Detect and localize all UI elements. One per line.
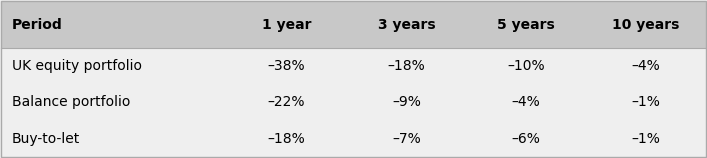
- Text: –6%: –6%: [512, 131, 540, 146]
- Text: –22%: –22%: [268, 95, 305, 109]
- Text: –4%: –4%: [631, 59, 660, 73]
- Text: –9%: –9%: [392, 95, 421, 109]
- Text: 1 year: 1 year: [262, 18, 311, 32]
- Text: –4%: –4%: [512, 95, 540, 109]
- Text: Balance portfolio: Balance portfolio: [12, 95, 130, 109]
- Text: Buy-to-let: Buy-to-let: [12, 131, 80, 146]
- Text: UK equity portfolio: UK equity portfolio: [12, 59, 142, 73]
- Text: 3 years: 3 years: [378, 18, 435, 32]
- Text: 10 years: 10 years: [612, 18, 679, 32]
- Text: –18%: –18%: [387, 59, 425, 73]
- Text: 5 years: 5 years: [497, 18, 555, 32]
- Text: –38%: –38%: [268, 59, 305, 73]
- Bar: [1, 48, 706, 157]
- Text: –1%: –1%: [631, 131, 660, 146]
- Text: –18%: –18%: [268, 131, 305, 146]
- Text: –10%: –10%: [507, 59, 545, 73]
- Text: –7%: –7%: [392, 131, 421, 146]
- Bar: [1, 1, 706, 48]
- Text: Period: Period: [12, 18, 63, 32]
- Text: –1%: –1%: [631, 95, 660, 109]
